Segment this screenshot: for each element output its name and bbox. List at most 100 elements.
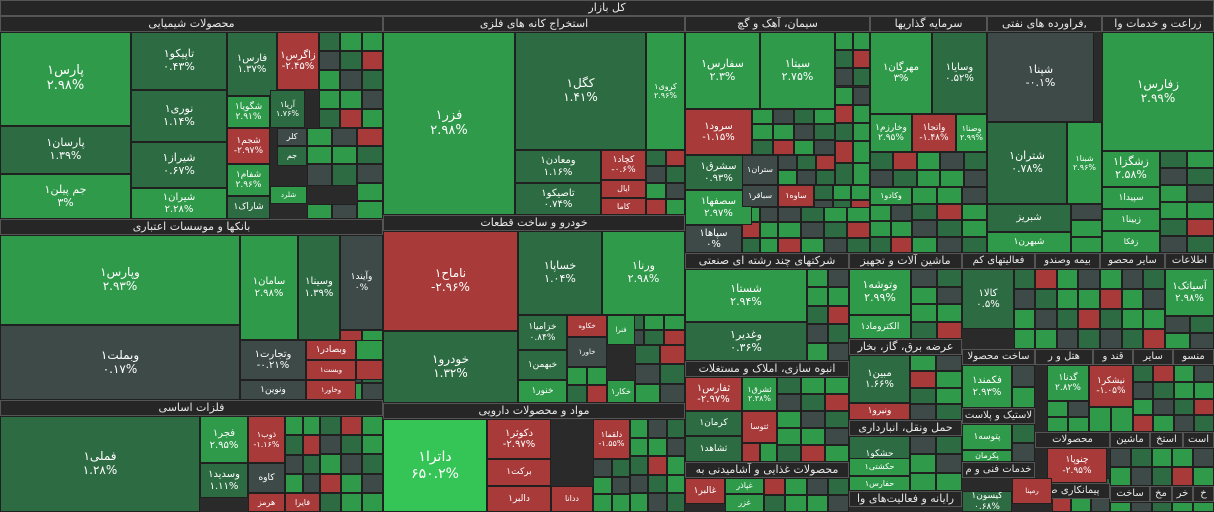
stock-tile[interactable]: فکمند۱ ۲.۹۳% [962, 365, 1012, 408]
stock-tile[interactable]: زبینا۱ [1102, 209, 1160, 231]
minor-stock-tile[interactable] [807, 305, 828, 325]
minor-stock-tile[interactable] [825, 428, 849, 445]
stock-tile[interactable]: ونوین۱ [240, 380, 306, 400]
stock-tile[interactable]: دلقما۱ -۱.۵۵% [593, 419, 630, 459]
stock-tile[interactable]: خاور۱ [567, 337, 607, 367]
minor-stock-tile[interactable] [362, 454, 383, 474]
minor-stock-tile[interactable] [777, 411, 801, 428]
minor-stock-tile[interactable] [320, 492, 341, 512]
minor-stock-tile[interactable] [911, 321, 937, 339]
minor-stock-tile[interactable] [665, 150, 685, 167]
stock-tile[interactable]: غالبر۱ [685, 478, 725, 504]
minor-stock-tile[interactable] [362, 416, 383, 436]
minor-stock-tile[interactable] [1121, 329, 1144, 349]
minor-stock-tile[interactable] [1160, 185, 1187, 202]
minor-stock-tile[interactable] [666, 419, 685, 438]
stock-tile[interactable]: شپنا۱ -۰.۱% [987, 32, 1094, 122]
minor-stock-tile[interactable] [361, 51, 383, 71]
stock-tile[interactable]: ستران۱ [742, 155, 778, 185]
stock-tile[interactable]: وکادو۱ [870, 187, 912, 205]
sector-header[interactable]: رایانه و فعالیت‌های وا [849, 491, 962, 507]
sector-header[interactable]: لاستیک و پلاست [962, 408, 1035, 424]
minor-stock-tile[interactable] [825, 445, 849, 462]
stock-tile[interactable]: شاراک۱ [227, 196, 270, 219]
minor-stock-tile[interactable] [319, 108, 341, 128]
minor-stock-tile[interactable] [742, 237, 760, 253]
stock-tile[interactable]: نوری۱ ۱.۱۴% [131, 90, 227, 142]
sector-header[interactable]: ماشین [1110, 432, 1150, 448]
minor-stock-tile[interactable] [648, 437, 667, 457]
sector-header[interactable]: محصولات غذایی و آشامیدنی به [685, 462, 849, 478]
minor-stock-tile[interactable] [1133, 365, 1154, 382]
stock-tile[interactable]: الکتروماد۱ [849, 315, 911, 339]
minor-stock-tile[interactable] [1172, 502, 1194, 512]
minor-stock-tile[interactable] [357, 182, 383, 201]
stock-tile[interactable]: گدنا۱ ۲.۸۲% [1047, 365, 1089, 401]
minor-stock-tile[interactable] [1193, 415, 1214, 432]
stock-tile[interactable]: خساپا۱ ۱.۰۴% [518, 231, 602, 315]
stock-tile[interactable]: سصفها۱ ۲.۹۷% [685, 190, 752, 225]
minor-stock-tile[interactable] [362, 492, 383, 512]
minor-stock-tile[interactable] [1110, 502, 1131, 512]
minor-stock-tile[interactable] [1151, 467, 1173, 486]
minor-stock-tile[interactable] [1153, 365, 1174, 382]
minor-stock-tile[interactable] [1172, 467, 1194, 486]
sector-header[interactable]: بانکها و موسسات اعتباری [0, 219, 383, 235]
minor-stock-tile[interactable] [1173, 365, 1194, 382]
minor-stock-tile[interactable] [665, 166, 685, 183]
minor-stock-tile[interactable] [825, 411, 849, 428]
stock-tile[interactable]: فارس۱ ۱.۳۷% [227, 32, 277, 96]
stock-tile[interactable]: پارس۱ ۲.۹۸% [0, 32, 131, 126]
minor-stock-tile[interactable] [361, 32, 383, 52]
stock-tile[interactable]: داترا۱ ۶۵۰.۲% [383, 419, 487, 512]
minor-stock-tile[interactable] [593, 459, 612, 477]
minor-stock-tile[interactable] [852, 141, 870, 163]
minor-stock-tile[interactable] [827, 495, 849, 512]
minor-stock-tile[interactable] [824, 207, 847, 223]
stock-tile[interactable]: سپاها۱ ۰% [685, 225, 742, 253]
stock-tile[interactable]: ددانا [551, 486, 593, 512]
stock-tile[interactable]: وخاور۱ [306, 380, 356, 400]
minor-stock-tile[interactable] [1089, 407, 1111, 432]
minor-stock-tile[interactable] [307, 164, 332, 186]
minor-stock-tile[interactable] [1056, 309, 1079, 329]
minor-stock-tile[interactable] [1100, 269, 1122, 289]
minor-stock-tile[interactable] [801, 207, 824, 223]
minor-stock-tile[interactable] [1035, 289, 1057, 309]
minor-stock-tile[interactable] [832, 185, 852, 200]
stock-tile[interactable]: خکاوه [567, 315, 607, 337]
sector-header[interactable]: محصولات شیمیایی [0, 16, 383, 32]
minor-stock-tile[interactable] [1187, 168, 1214, 185]
minor-stock-tile[interactable] [852, 104, 870, 123]
stock-tile[interactable]: کرمان۱ [685, 411, 742, 436]
minor-stock-tile[interactable] [835, 141, 853, 163]
minor-stock-tile[interactable] [835, 122, 853, 141]
minor-stock-tile[interactable] [801, 237, 824, 253]
stock-tile[interactable]: حکشتی۱ [849, 458, 910, 476]
minor-stock-tile[interactable] [1187, 202, 1214, 219]
minor-stock-tile[interactable] [828, 305, 849, 325]
minor-stock-tile[interactable] [1143, 289, 1165, 309]
stock-tile[interactable]: خنور۱ [518, 380, 567, 403]
stock-tile[interactable]: وغدیر۱ ۰.۳۶% [685, 322, 807, 361]
sector-header[interactable]: مواد و محصولات دارویی [383, 403, 685, 419]
sector-header[interactable]: ماشین آلات و تجهیز [849, 253, 962, 269]
minor-stock-tile[interactable] [936, 371, 962, 388]
minor-stock-tile[interactable] [1078, 329, 1100, 349]
stock-tile[interactable]: ومعادن۱ ۱.۱۶% [515, 150, 601, 183]
minor-stock-tile[interactable] [665, 182, 685, 199]
stock-tile[interactable]: دکوثر۱ -۲.۹۷% [487, 419, 551, 459]
minor-stock-tile[interactable] [332, 204, 357, 219]
minor-stock-tile[interactable] [910, 472, 936, 491]
stock-tile[interactable]: شتران۱ ۰.۷۸% [987, 122, 1067, 204]
stock-tile[interactable]: نیشکر۱ -۱.۰۵% [1089, 365, 1133, 407]
minor-stock-tile[interactable] [340, 89, 362, 109]
sector-header[interactable]: است [1183, 432, 1214, 448]
minor-stock-tile[interactable] [1193, 365, 1214, 382]
minor-stock-tile[interactable] [361, 70, 383, 90]
stock-tile[interactable]: کروی۱ ۲.۹۶% [646, 32, 685, 150]
minor-stock-tile[interactable] [665, 198, 685, 215]
minor-stock-tile[interactable] [785, 495, 807, 512]
minor-stock-tile[interactable] [302, 473, 320, 493]
minor-stock-tile[interactable] [801, 377, 825, 394]
